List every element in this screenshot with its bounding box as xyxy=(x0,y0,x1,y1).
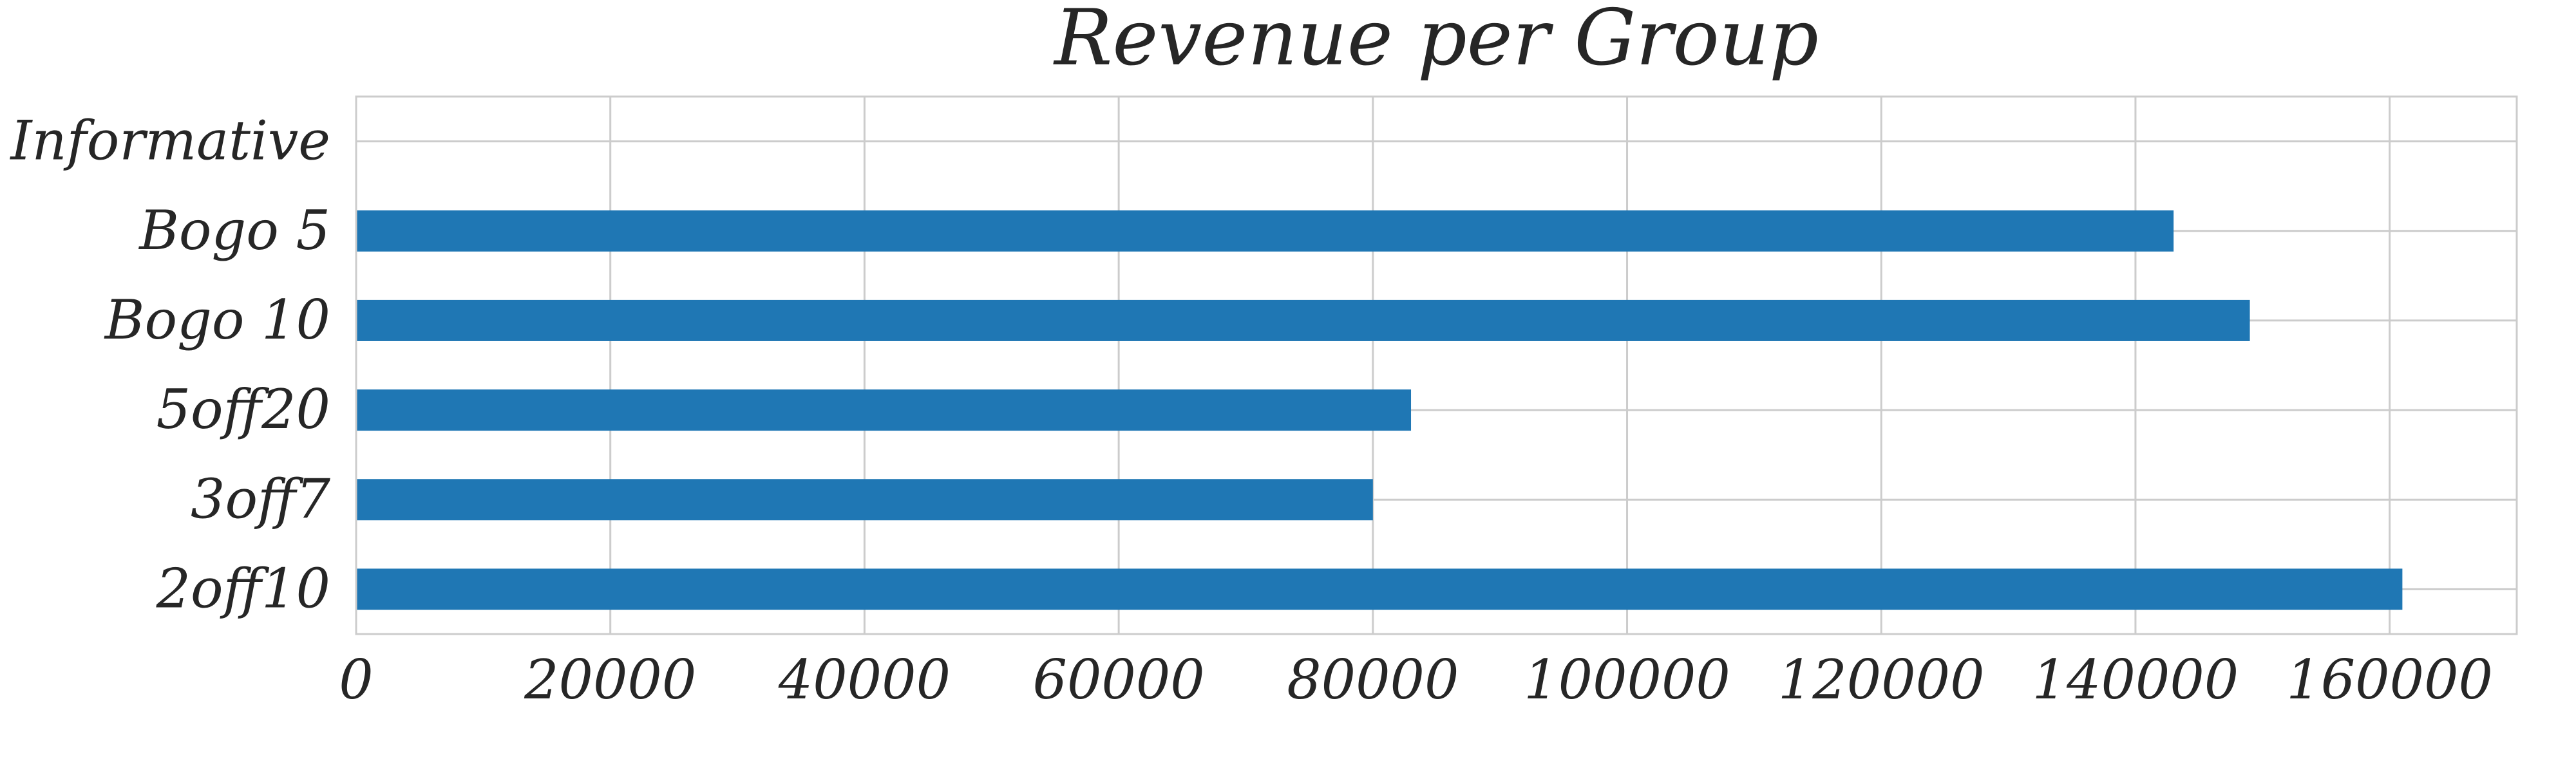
bar-5off20 xyxy=(356,389,1412,431)
x-tick-label: 140000 xyxy=(2032,648,2239,711)
x-tick-label: 80000 xyxy=(1287,648,1459,711)
grid-lines xyxy=(355,97,2517,634)
y-tick-label: 2off10 xyxy=(156,557,330,620)
bar-bogo-10 xyxy=(356,299,2250,341)
y-tick-label: Bogo 10 xyxy=(104,288,330,351)
x-tick-label: 120000 xyxy=(1778,648,1985,711)
x-tick-label: 20000 xyxy=(524,648,696,711)
x-tick-label: 160000 xyxy=(2286,648,2493,711)
y-tick-labels: 2off10 3off7 5off20 Bogo 10 Bogo 5 Informativ… xyxy=(9,109,330,621)
y-tick-label: Informative xyxy=(9,109,330,173)
y-tick-label: 3off7 xyxy=(191,467,331,530)
x-tick-label: 100000 xyxy=(1524,648,1730,711)
y-tick-label: Bogo 5 xyxy=(138,199,330,262)
y-tick-label: 5off20 xyxy=(156,378,330,441)
x-tick-label: 40000 xyxy=(778,648,951,711)
plot-area-frame xyxy=(355,95,2518,635)
bar-3off7 xyxy=(356,479,1373,521)
chart-title: Revenue per Group xyxy=(1053,0,1819,83)
x-tick-label: 60000 xyxy=(1033,648,1205,711)
bars xyxy=(356,210,2403,610)
bar-bogo-5 xyxy=(356,210,2174,252)
x-tick-labels: 0 20000 40000 60000 80000 100000 120000 140000 1… xyxy=(339,648,2493,711)
x-tick-label: 0 xyxy=(339,648,373,711)
bar-2off10 xyxy=(356,568,2403,610)
